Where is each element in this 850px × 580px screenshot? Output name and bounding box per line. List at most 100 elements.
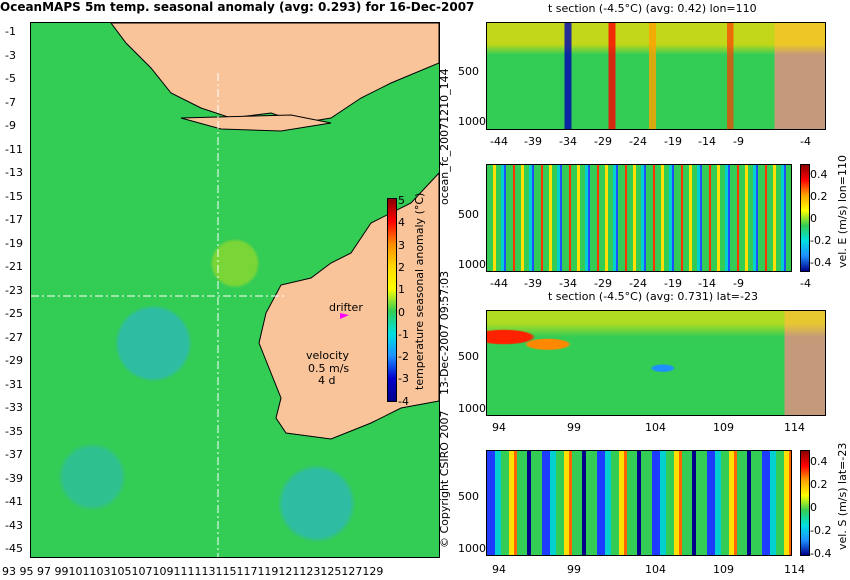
panel2-x-tick: -19 (664, 277, 682, 290)
temperature-colorbar-label: temperature seasonal anomaly (°C) (413, 192, 426, 390)
panel1-x-tick: -19 (664, 135, 682, 148)
panel1-title: t section (-4.5°C) (avg: 0.42) lon=110 (548, 2, 757, 15)
copyright: © Copyright CSIRO 2007 (438, 410, 451, 548)
panel2-x-tick: -14 (698, 277, 716, 290)
panel4-x-tick: 94 (492, 563, 506, 576)
temperature-colorbar-tick: -3 (398, 372, 409, 386)
panel4-y-tick: 500 (458, 490, 479, 503)
timestamp: 13-Dec-2007 09:57:03 (438, 270, 451, 395)
panel1-x-tick: -4 (800, 135, 811, 148)
panel2-colorbar-tick: 0 (810, 212, 817, 225)
page-title: OceanMAPS 5m temp. seasonal anomaly (avg… (0, 0, 475, 14)
latitude-tick: -17 (5, 213, 23, 226)
panel4-x-tick: 104 (645, 563, 666, 576)
panel2-colorbar-tick: -0.4 (810, 256, 832, 269)
panel1-x-tick: -14 (698, 135, 716, 148)
panel1-y-tick: 1000 (458, 115, 486, 128)
map-land-layer (31, 23, 439, 557)
temperature-colorbar-tick: -1 (398, 327, 409, 341)
latitude-tick: -1 (5, 25, 16, 38)
latitude-tick: -9 (5, 119, 16, 132)
temperature-colorbar-tick: 0 (398, 305, 405, 319)
latitude-tick: -25 (5, 307, 23, 320)
panel3-x-tick: 114 (784, 421, 805, 434)
latitude-tick: -21 (5, 260, 23, 273)
drifter-marker (340, 313, 349, 319)
latitude-tick: -45 (5, 542, 23, 555)
temperature-colorbar-tick: -4 (398, 394, 409, 408)
panel3-y-tick: 1000 (458, 402, 486, 415)
panel2-y-tick: 500 (458, 208, 479, 221)
panel1-x-tick: -44 (490, 135, 508, 148)
temperature-colorbar-tick: 4 (398, 216, 405, 230)
temperature-colorbar-tick: 5 (398, 194, 405, 207)
latitude-tick: -37 (5, 448, 23, 461)
panel1-x-tick: -24 (629, 135, 647, 148)
indonesia-landmass (110, 23, 439, 124)
temperature-colorbar-tick: -2 (398, 350, 409, 364)
latitude-tick: -11 (5, 142, 23, 156)
panel2-x-tick: -24 (629, 277, 647, 290)
panel4-colorbar-tick: 0 (810, 501, 817, 514)
panel2-colorbar (800, 164, 810, 272)
latitude-tick: -7 (5, 95, 16, 109)
panel2-colorbar-tick: 0.4 (810, 168, 828, 181)
panel3-title: t section (-4.5°C) (avg: 0.731) lat=-23 (548, 290, 758, 303)
panel2-x-tick: -34 (559, 277, 577, 290)
velocity-value: 0.5 m/s (308, 362, 350, 375)
panel3-x-tick: 99 (567, 421, 581, 434)
latitude-tick: -27 (5, 330, 23, 344)
velocity-days: 4 d (318, 374, 336, 387)
panel3-x-tick: 94 (492, 421, 506, 434)
latitude-tick: -43 (5, 518, 23, 532)
panel2-x-tick: -39 (524, 277, 542, 290)
panel2-velocity-east-section[interactable] (486, 164, 792, 272)
panel4-colorbar-tick: 0.2 (810, 478, 828, 491)
panel2-x-tick: -9 (733, 277, 744, 290)
latitude-tick: -33 (5, 401, 23, 414)
panel2-colorbar-tick: 0.2 (810, 190, 828, 203)
panel1-temperature-section[interactable] (486, 22, 826, 130)
latitude-tick: -13 (5, 166, 23, 179)
temperature-colorbar-tick: 1 (398, 283, 405, 297)
panel3-y-tick: 500 (458, 350, 479, 363)
drifter-label: drifter (329, 301, 363, 314)
panel2-x-tick: -44 (490, 277, 508, 290)
panel2-colorbar-tick: -0.2 (810, 234, 832, 247)
temperature-anomaly-map[interactable]: drifter velocity 0.5 m/s 4 d (30, 22, 440, 558)
velocity-label: velocity (306, 349, 349, 362)
forecast-id: ocean_fc_20071210_144 (438, 68, 451, 205)
latitude-tick: -3 (5, 48, 16, 62)
panel3-x-tick: 104 (645, 421, 666, 434)
latitude-tick: -39 (5, 471, 23, 485)
panel1-y-tick: 500 (458, 65, 479, 78)
map-longitude-axis: 93 95 97 9910110310510710911111311511711… (2, 565, 384, 578)
latitude-tick: -29 (5, 354, 23, 367)
latitude-tick: -31 (5, 377, 23, 391)
panel2-x-tick: -29 (594, 277, 612, 290)
panel4-colorbar-label: vel. S (m/s) lat=-23 (836, 442, 849, 550)
panel4-y-tick: 1000 (458, 542, 486, 555)
latitude-tick: -15 (5, 189, 23, 203)
panel4-velocity-south-section[interactable] (486, 450, 792, 556)
panel3-temperature-section[interactable] (486, 310, 826, 416)
panel1-x-tick: -39 (524, 135, 542, 148)
temperature-colorbar (387, 198, 397, 402)
panel4-x-tick: 99 (567, 563, 581, 576)
panel3-x-tick: 109 (713, 421, 734, 434)
panel4-colorbar-tick: -0.4 (810, 547, 832, 560)
latitude-tick: -41 (5, 495, 23, 508)
panel4-x-tick: 114 (784, 563, 805, 576)
latitude-tick: -35 (5, 424, 23, 438)
temperature-colorbar-tick: 3 (398, 238, 405, 252)
latitude-tick: -5 (5, 72, 16, 85)
panel1-x-tick: -9 (733, 135, 744, 148)
panel4-x-tick: 109 (713, 563, 734, 576)
panel1-x-tick: -29 (594, 135, 612, 148)
temperature-colorbar-tick: 2 (398, 260, 405, 274)
latitude-tick: -23 (5, 283, 23, 297)
panel4-colorbar-tick: -0.2 (810, 524, 832, 537)
panel2-x-tick: -4 (800, 277, 811, 290)
panel4-colorbar-tick: 0.4 (810, 455, 828, 468)
panel2-y-tick: 1000 (458, 258, 486, 271)
